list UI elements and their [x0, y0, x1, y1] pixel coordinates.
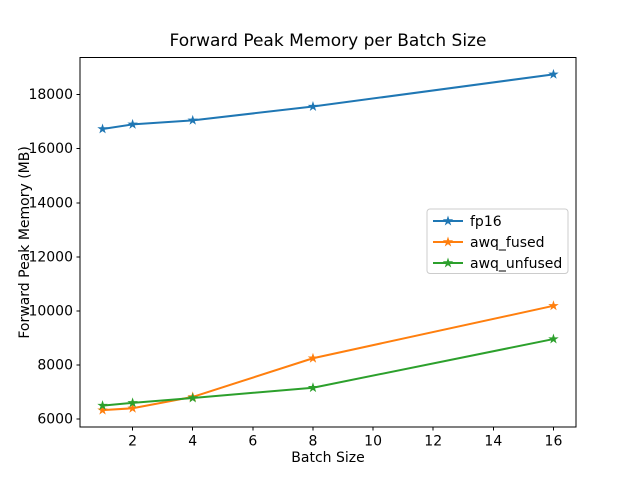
data-point-marker — [307, 382, 319, 393]
series-awq_unfused — [97, 333, 559, 411]
data-point-marker — [97, 404, 108, 415]
data-point-marker — [548, 300, 559, 311]
y-tick-label: 18000 — [28, 87, 73, 103]
data-point-marker — [127, 397, 138, 408]
y-tick-label: 6000 — [37, 412, 73, 428]
series-awq_fused — [97, 300, 559, 415]
axes-spines — [79, 57, 577, 428]
y-tick-label: 8000 — [37, 358, 73, 374]
x-tick-label: 2 — [128, 434, 137, 450]
data-point-marker — [187, 392, 198, 403]
data-point-marker — [97, 400, 108, 411]
legend-marker — [442, 215, 454, 226]
legend-label: fp16 — [470, 214, 502, 230]
data-point-marker — [548, 68, 559, 79]
legend-label: awq_unfused — [470, 256, 562, 272]
data-point-marker — [187, 114, 198, 125]
x-tick-label: 8 — [309, 434, 318, 450]
legend-marker — [442, 257, 454, 268]
data-point-marker — [127, 118, 138, 129]
x-tick-label: 14 — [484, 434, 502, 450]
legend-entry: awq_unfused — [433, 256, 562, 272]
data-point-marker — [127, 402, 138, 413]
y-tick-label: 14000 — [28, 195, 73, 211]
x-tick-label: 12 — [424, 434, 442, 450]
series-fp16 — [97, 68, 559, 134]
x-tick-label: 6 — [248, 434, 257, 450]
y-tick-label: 12000 — [28, 249, 73, 265]
legend: fp16 awq_fused awq_unfused — [426, 208, 569, 274]
data-point-marker — [97, 123, 108, 134]
y-tick-label: 10000 — [28, 303, 73, 319]
legend-label: awq_fused — [470, 235, 545, 251]
chart-title: Forward Peak Memory per Batch Size — [170, 31, 487, 51]
y-tick-label: 16000 — [28, 141, 73, 157]
series-line — [101, 304, 555, 412]
series-line — [101, 338, 555, 407]
legend-marker — [442, 236, 454, 247]
x-axis-label: Batch Size — [291, 450, 364, 466]
data-point-marker — [307, 101, 319, 111]
x-tick-label: 16 — [545, 434, 563, 450]
x-tick-label: 4 — [188, 434, 197, 450]
data-point-marker — [307, 352, 319, 363]
y-axis-label: Forward Peak Memory (MB) — [17, 146, 33, 338]
data-point-marker — [548, 333, 559, 344]
legend-entry: fp16 — [433, 214, 502, 230]
legend-box — [426, 208, 569, 274]
series-line — [101, 73, 555, 130]
x-tick-label: 10 — [364, 434, 382, 450]
plot-area: 2 4 6 8 10 12 14 16 6000 8000 10000 12000 14000 16000… — [28, 57, 577, 450]
legend-entry: awq_fused — [433, 235, 545, 251]
